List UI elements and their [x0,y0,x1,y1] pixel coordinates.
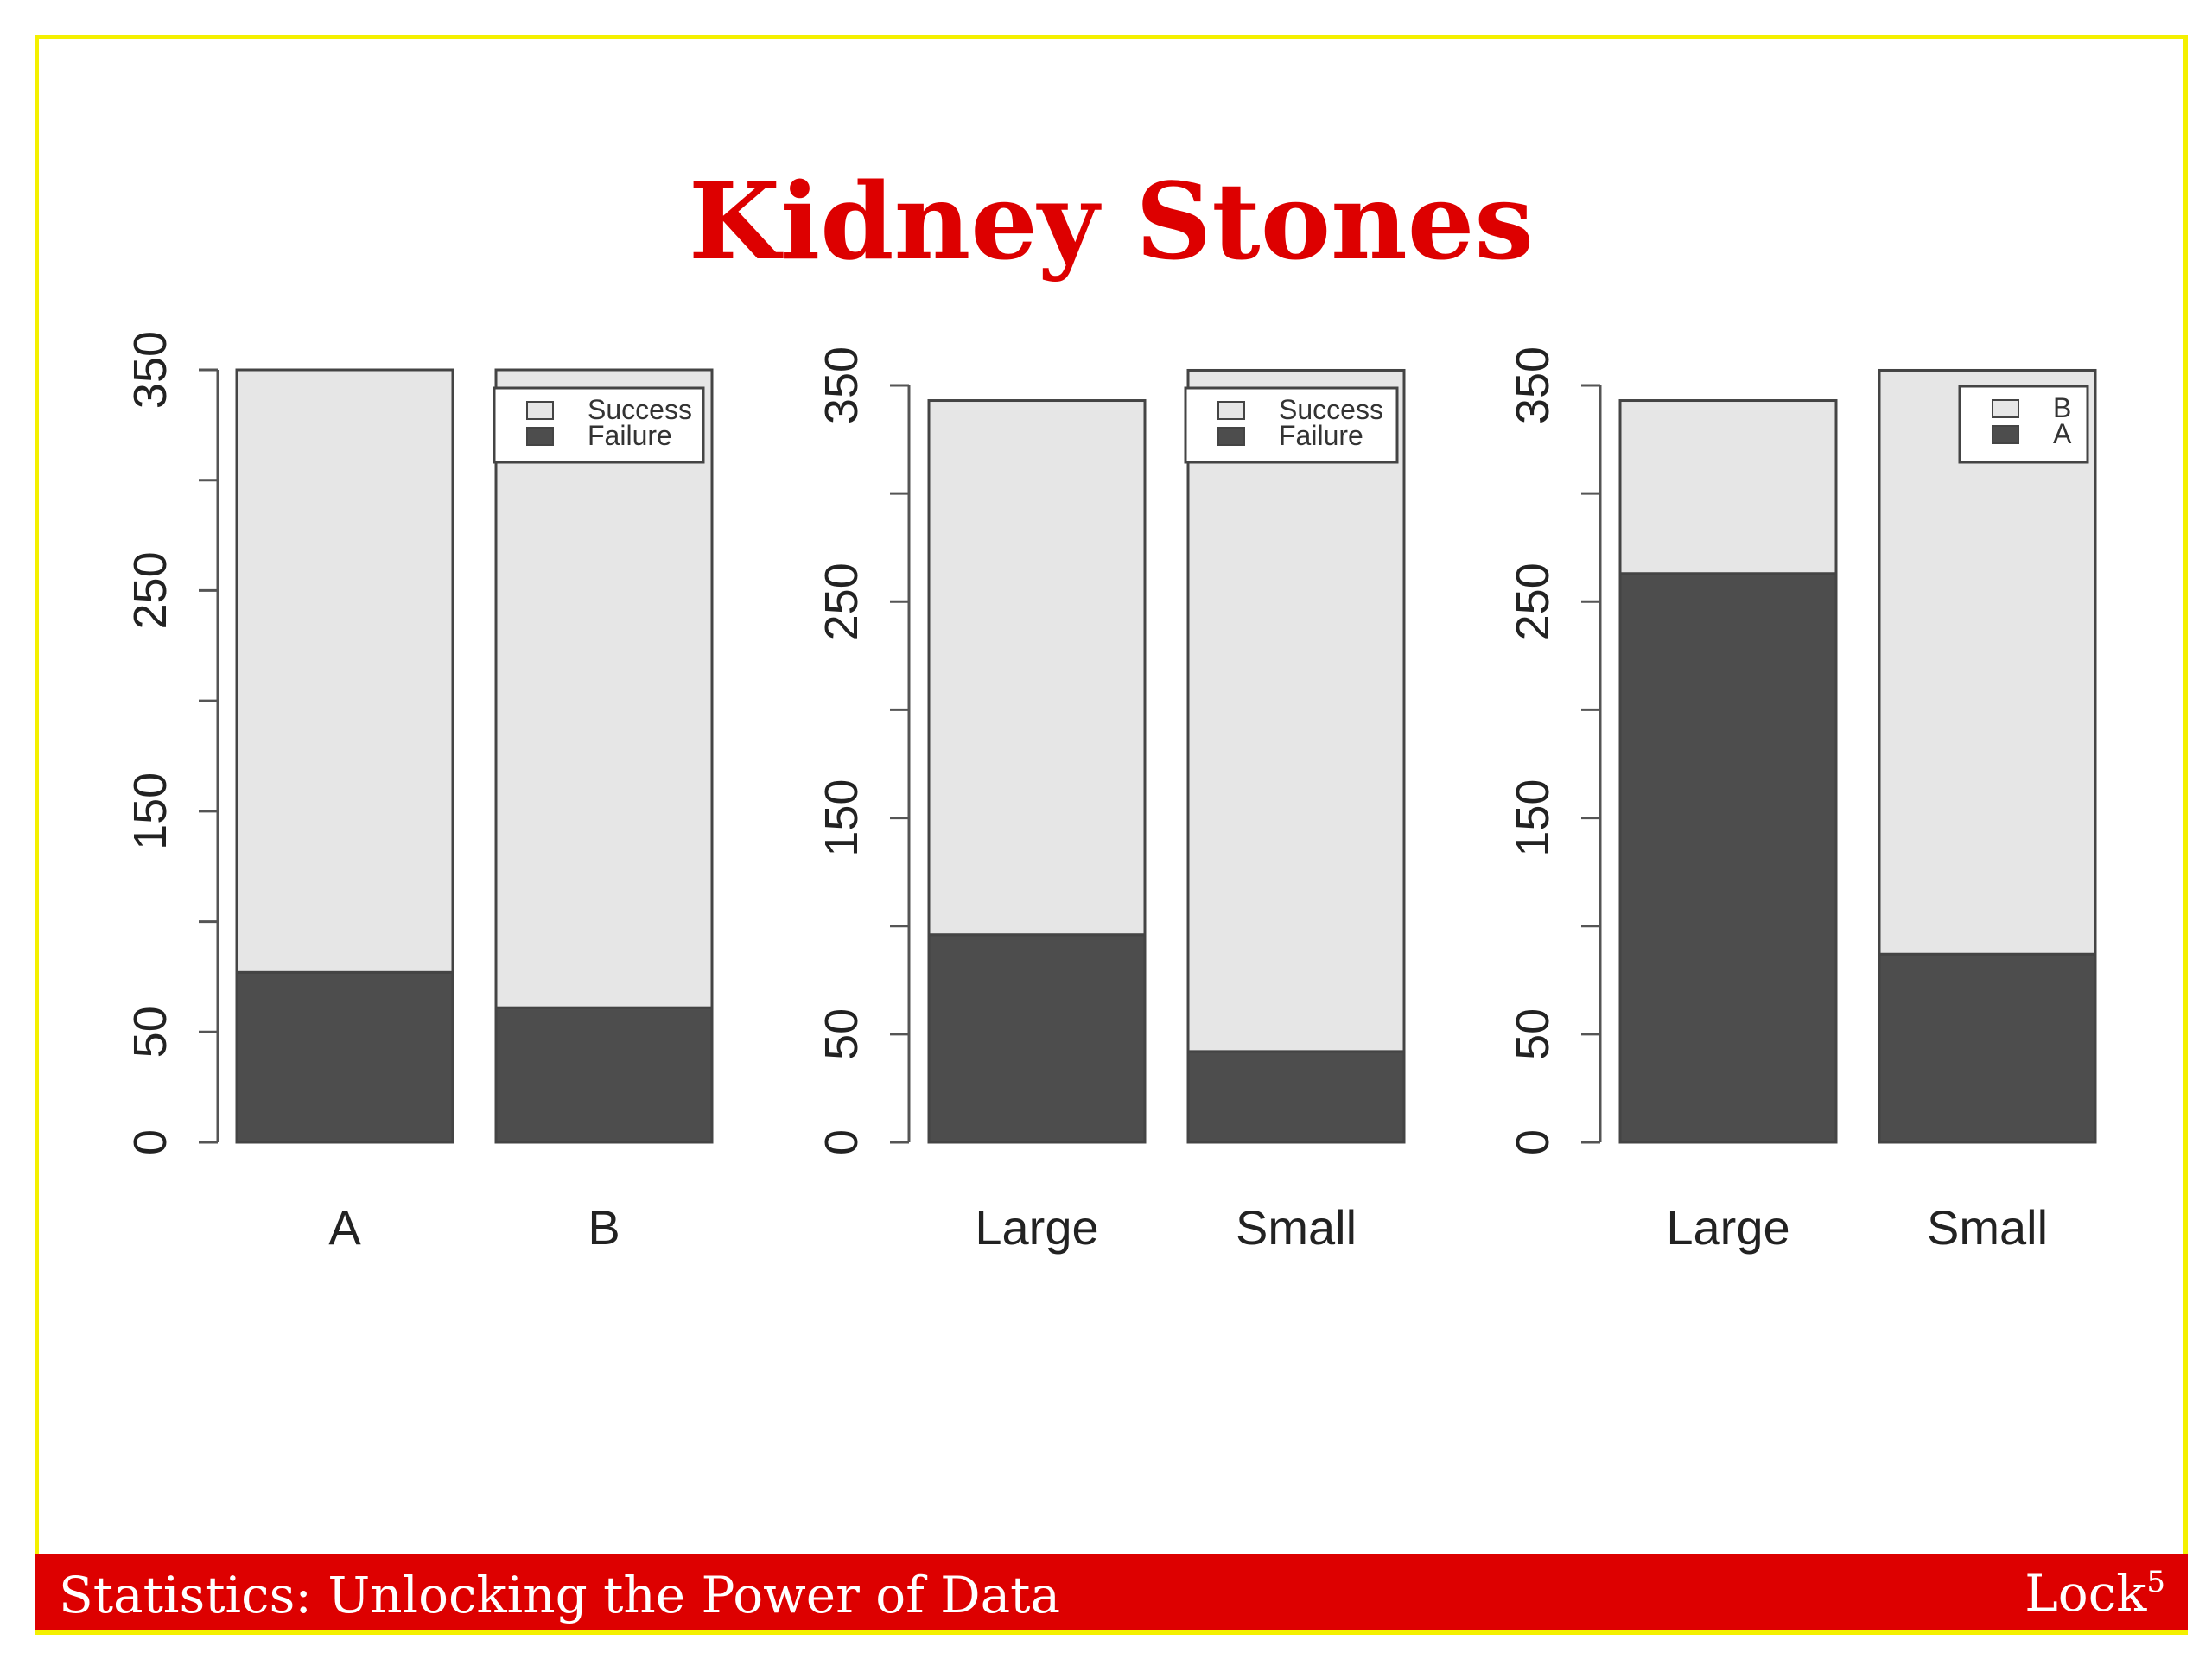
footer-author-sup: 5 [2146,1565,2165,1599]
bar-small-success [1186,368,1406,1053]
y-tick-label-250: 250 [124,551,176,629]
legend-key-a [1992,425,2019,444]
bar-small-b [1878,368,2097,956]
bar-small-a [1878,952,2097,1144]
y-tick-label-0: 0 [816,1129,868,1155]
bar-a-failure [235,970,454,1144]
y-tick-label-150: 150 [1507,779,1559,857]
category-label-b: B [588,1200,620,1255]
footer-bar: Statistics: Unlocking the Power of Data … [35,1554,2188,1630]
footer-author-name: Lock [2024,1564,2147,1623]
bar-large-b [1618,399,1838,575]
bar-large-failure [927,933,1147,1144]
legend-key-b [1992,399,2019,418]
legend-label-b: B [2053,392,2071,423]
legend-label-a: A [2053,418,2072,449]
category-label-small: Small [1927,1200,2048,1255]
bar-small-failure [1186,1050,1406,1144]
legend-key-success [1217,401,1245,420]
legend-key-failure [526,427,554,446]
legend-label-failure: Failure [588,420,672,451]
legend: BA [1958,385,2089,464]
y-tick-label-50: 50 [1507,1008,1559,1060]
footer-book-title: Statistics: Unlocking the Power of Data [59,1566,1061,1624]
bar-b-failure [494,1006,714,1144]
bar-large-a [1618,572,1838,1144]
bar-b-success [494,368,714,1009]
legend-box [1184,386,1399,464]
legend-box [1958,385,2089,464]
legend-key-success [526,401,554,420]
category-label-large: Large [975,1200,1098,1255]
y-tick-label-250: 250 [816,563,868,640]
category-label-small: Small [1236,1200,1357,1255]
legend-box [493,386,705,464]
y-tick-label-150: 150 [124,772,176,850]
y-tick-label-350: 350 [816,346,868,424]
y-tick-label-350: 350 [1507,346,1559,424]
category-label-a: A [328,1200,361,1255]
y-tick-label-150: 150 [816,779,868,857]
legend-label-success: Success [1279,394,1383,425]
bar-large-success [927,399,1147,937]
y-tick-label-0: 0 [124,1129,176,1155]
y-tick-label-50: 50 [816,1008,868,1060]
chart-3: 0 50 150 250 350 Large Small BA [1507,346,2097,1255]
legend-label-success: Success [588,394,692,425]
y-tick-label-250: 250 [1507,563,1559,640]
category-label-large: Large [1666,1200,1789,1255]
y-tick-label-350: 350 [124,331,176,409]
legend-label-failure: Failure [1279,420,1363,451]
bar-a-success [235,368,454,974]
y-tick-label-0: 0 [1507,1129,1559,1155]
y-tick-label-50: 50 [124,1006,176,1058]
slide-title: Kidney Stones [688,159,1535,283]
legend-key-failure [1217,427,1245,446]
footer-author: Lock5 [2024,1564,2165,1623]
